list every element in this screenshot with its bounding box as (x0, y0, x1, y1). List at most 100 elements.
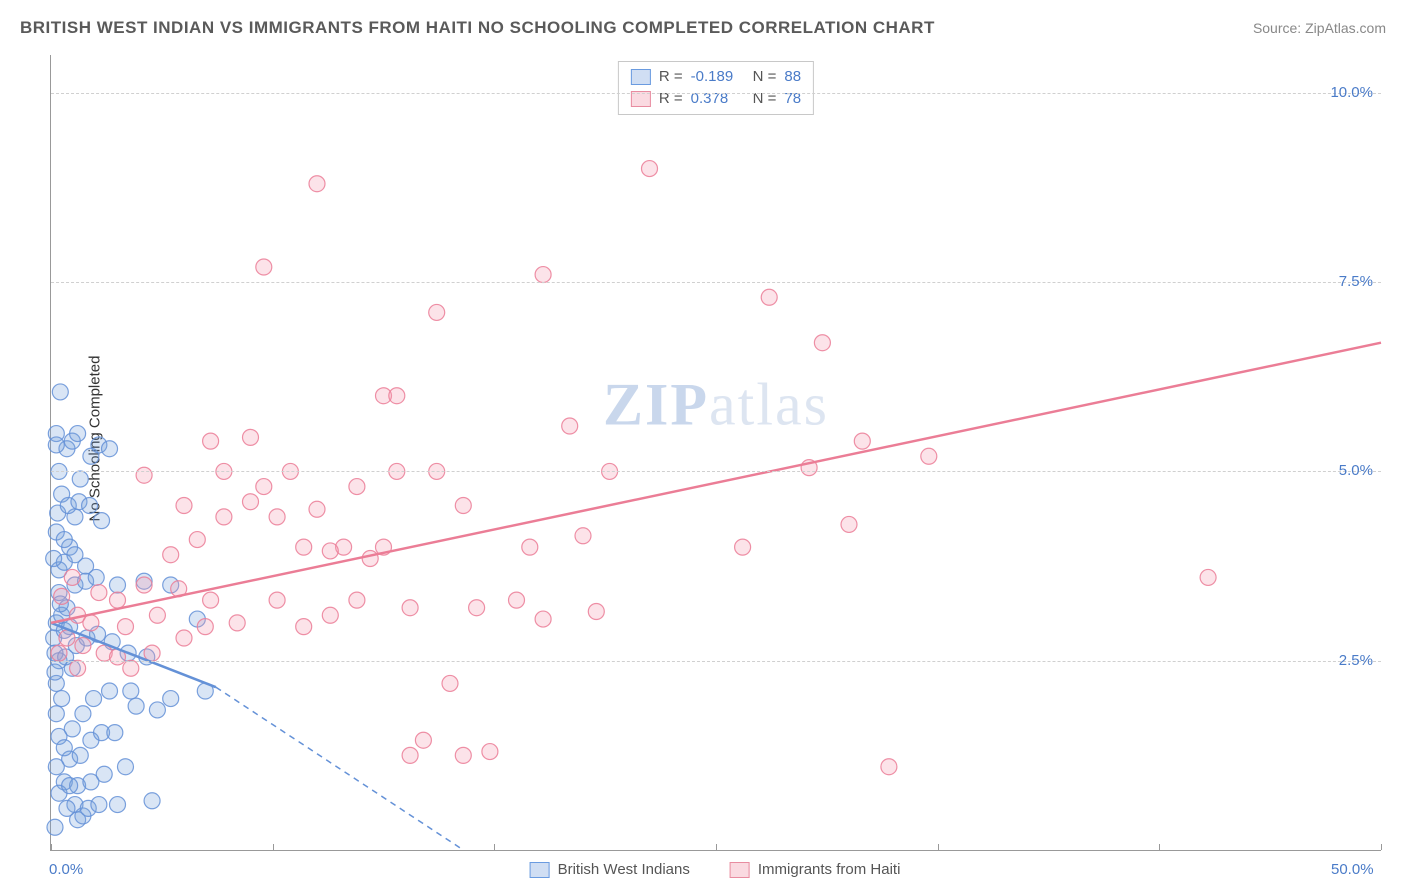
data-point (296, 539, 312, 555)
scatter-plot-svg (51, 55, 1381, 850)
x-tick-mark (51, 844, 52, 850)
data-point (203, 592, 219, 608)
data-point (642, 161, 658, 177)
data-point (163, 547, 179, 563)
data-point (75, 706, 91, 722)
data-point (535, 611, 551, 627)
data-point (256, 479, 272, 495)
legend-stats-row: R =0.378N =78 (631, 88, 801, 110)
data-point (841, 516, 857, 532)
data-point (128, 698, 144, 714)
data-point (216, 509, 232, 525)
data-point (123, 660, 139, 676)
legend-swatch (530, 862, 550, 878)
data-point (163, 691, 179, 707)
data-point (322, 543, 338, 559)
x-tick-mark (716, 844, 717, 850)
data-point (70, 426, 86, 442)
legend-r-label: R = (659, 88, 683, 110)
data-point (149, 702, 165, 718)
data-point (189, 532, 205, 548)
legend-n-label: N = (753, 66, 777, 88)
data-point (54, 691, 70, 707)
data-point (72, 471, 88, 487)
data-point (455, 747, 471, 763)
legend-stats-box: R =-0.189N =88R =0.378N =78 (618, 61, 814, 115)
data-point (110, 577, 126, 593)
data-point (349, 592, 365, 608)
data-point (735, 539, 751, 555)
legend-r-value: 0.378 (691, 88, 745, 110)
data-point (149, 607, 165, 623)
data-point (402, 747, 418, 763)
trend-line-extrapolated (216, 687, 463, 850)
legend-n-value: 88 (784, 66, 801, 88)
gridline (51, 282, 1381, 283)
data-point (78, 558, 94, 574)
data-point (389, 388, 405, 404)
data-point (72, 747, 88, 763)
legend-series-item: British West Indians (530, 861, 690, 878)
gridline (51, 93, 1381, 94)
data-point (176, 498, 192, 514)
data-point (588, 604, 604, 620)
data-point (482, 744, 498, 760)
legend-n-label: N = (753, 88, 777, 110)
data-point (54, 588, 70, 604)
data-point (349, 479, 365, 495)
data-point (256, 259, 272, 275)
data-point (575, 528, 591, 544)
data-point (509, 592, 525, 608)
legend-series-item: Immigrants from Haiti (730, 861, 901, 878)
data-point (48, 706, 64, 722)
legend-series-label: Immigrants from Haiti (758, 861, 901, 878)
data-point (269, 509, 285, 525)
trend-line (51, 623, 216, 687)
x-tick-mark (273, 844, 274, 850)
data-point (243, 494, 259, 510)
trend-line (51, 343, 1381, 623)
data-point (455, 498, 471, 514)
data-point (62, 778, 78, 794)
data-point (110, 592, 126, 608)
data-point (415, 732, 431, 748)
data-point (83, 615, 99, 631)
x-tick-mark (1381, 844, 1382, 850)
data-point (921, 448, 937, 464)
gridline (51, 471, 1381, 472)
data-point (309, 501, 325, 517)
data-point (761, 289, 777, 305)
data-point (123, 683, 139, 699)
y-tick-label: 5.0% (1339, 462, 1373, 479)
data-point (94, 513, 110, 529)
data-point (102, 441, 118, 457)
data-point (322, 607, 338, 623)
data-point (117, 759, 133, 775)
data-point (362, 551, 378, 567)
x-tick-mark (938, 844, 939, 850)
plot-frame: ZIPatlas R =-0.189N =88R =0.378N =78 2.5… (50, 55, 1381, 851)
data-point (1200, 569, 1216, 585)
data-point (243, 429, 259, 445)
x-tick-label: 0.0% (49, 861, 83, 878)
data-point (144, 645, 160, 661)
data-point (854, 433, 870, 449)
data-point (64, 569, 80, 585)
data-point (48, 759, 64, 775)
data-point (56, 740, 72, 756)
legend-stats-row: R =-0.189N =88 (631, 66, 801, 88)
data-point (469, 600, 485, 616)
data-point (136, 467, 152, 483)
data-point (64, 721, 80, 737)
data-point (442, 675, 458, 691)
data-point (86, 691, 102, 707)
legend-swatch (631, 69, 651, 85)
data-point (229, 615, 245, 631)
data-point (56, 532, 72, 548)
data-point (309, 176, 325, 192)
data-point (91, 797, 107, 813)
y-tick-label: 10.0% (1330, 84, 1373, 101)
data-point (82, 498, 98, 514)
data-point (402, 600, 418, 616)
data-point (203, 433, 219, 449)
